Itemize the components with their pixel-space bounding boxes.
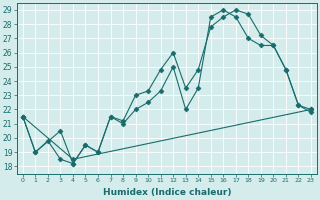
X-axis label: Humidex (Indice chaleur): Humidex (Indice chaleur) [103, 188, 231, 197]
